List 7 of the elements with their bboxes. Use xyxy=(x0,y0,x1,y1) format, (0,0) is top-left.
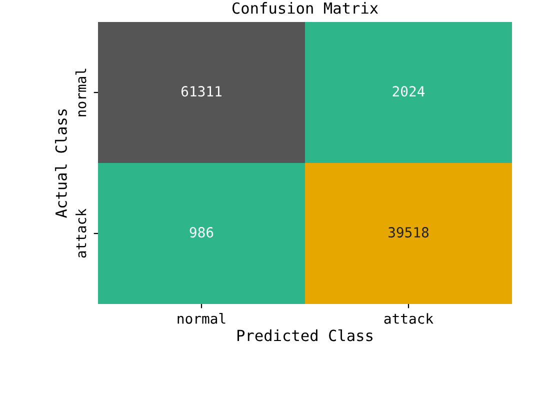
chart-title: Confusion Matrix xyxy=(232,2,378,14)
data-label: 2024 xyxy=(392,86,425,97)
data-label: 61311 xyxy=(182,86,222,97)
x-axis-title: Predicted Class xyxy=(237,329,372,342)
y-axis-title: Actual Class xyxy=(55,109,67,218)
data-label: 986 xyxy=(190,227,214,238)
data-label: 39518 xyxy=(388,227,429,238)
